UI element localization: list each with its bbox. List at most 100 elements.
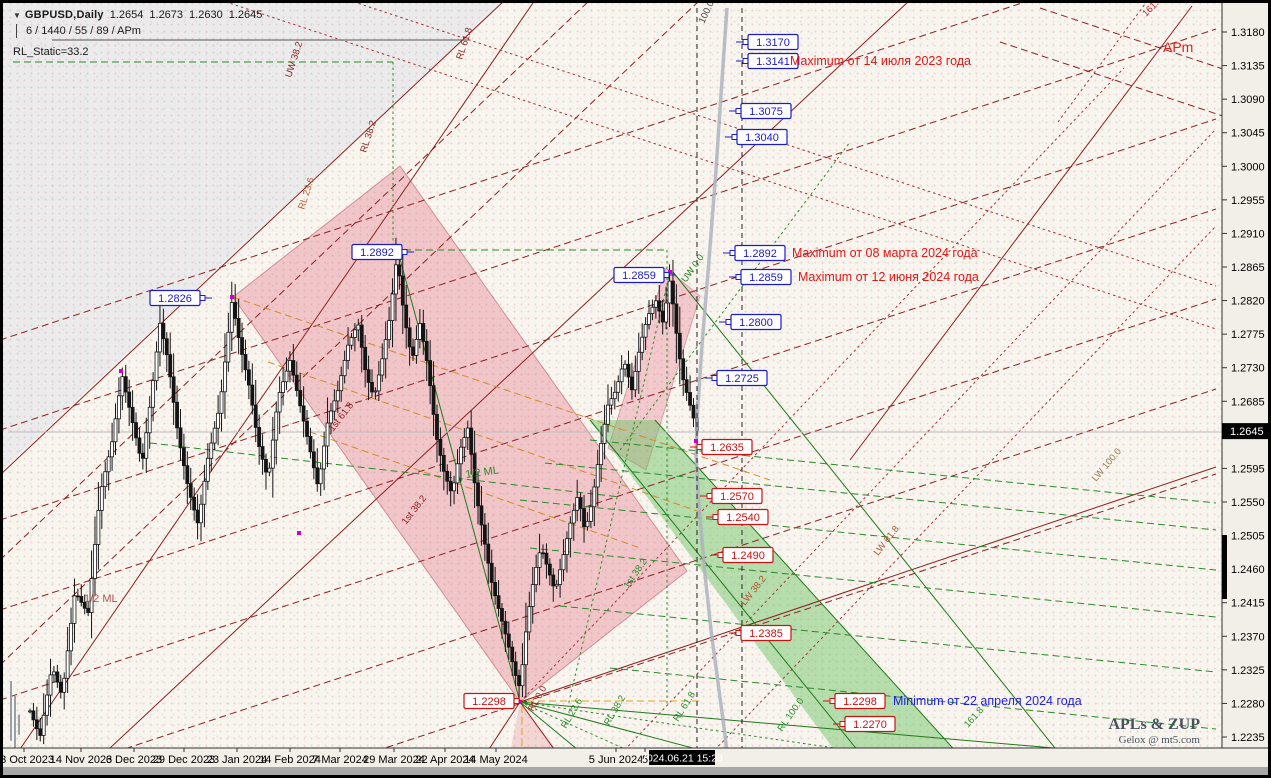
price-label-boxes[interactable]: 1.3170 1.3141 1.3075 1.3040 1.2892 1.2859 1.28…	[149, 33, 896, 733]
candle-body	[48, 674, 53, 696]
price-label-1.2892[interactable]: 1.2892	[723, 244, 786, 262]
candle-body	[147, 406, 152, 434]
candle-body	[332, 400, 337, 412]
price-tick: 1.3000	[1231, 161, 1265, 173]
trend-line	[0, 0, 701, 666]
candle-body	[612, 391, 617, 400]
price-label-1.2385[interactable]: 1.2385	[729, 624, 792, 642]
candle-body	[233, 302, 238, 319]
candle-body	[45, 694, 49, 716]
candle-body	[144, 432, 149, 459]
candle-body	[103, 471, 108, 488]
price-label-1.2298[interactable]: 1.2298	[463, 692, 526, 710]
price-tick: 1.2280	[1231, 698, 1265, 710]
price-label-1.2859[interactable]: 1.2859	[729, 268, 792, 286]
candle-body	[435, 413, 439, 440]
price-label-1.2540[interactable]: 1.2540	[706, 508, 769, 526]
candle-body	[366, 369, 371, 383]
svg-text:1.3075: 1.3075	[749, 106, 783, 118]
collapse-triangle-icon[interactable]: ▼	[13, 11, 21, 20]
candle-body	[373, 390, 378, 393]
candle-body	[202, 480, 207, 505]
candle-body	[421, 323, 426, 342]
svg-text:1.2635: 1.2635	[710, 442, 744, 454]
annotation-text: APm	[1163, 39, 1193, 55]
chart-title-row: ▼ GBPUSD,Daily 1.2654 1.2673 1.2630 1.2645	[13, 8, 262, 23]
price-label-1.2298[interactable]: 1.2298	[823, 692, 886, 710]
price-label-1.2725[interactable]: 1.2725	[705, 369, 768, 387]
trend-line	[589, 419, 881, 778]
price-label-1.2859[interactable]: 1.2859	[613, 266, 676, 284]
candle-body	[305, 420, 309, 437]
candle-body	[117, 395, 121, 420]
candle-body	[356, 324, 361, 331]
candle-body	[137, 437, 142, 454]
window-bottom-bar	[3, 767, 1268, 775]
candle-body	[106, 456, 111, 473]
candle-body	[588, 506, 593, 522]
trend-line	[519, 499, 1217, 571]
trend-line	[309, 431, 641, 549]
candle-body	[664, 302, 669, 323]
price-label-1.3141[interactable]: 1.3141	[736, 52, 799, 70]
candle-body	[650, 306, 655, 314]
candle-body	[448, 480, 453, 492]
candle-body	[500, 608, 504, 622]
trend-line	[232, 296, 771, 481]
y-axis-strip[interactable]	[1222, 3, 1268, 748]
price-label-1.2490[interactable]: 1.2490	[711, 546, 774, 564]
candle-body	[684, 379, 689, 393]
price-label-1.2800[interactable]: 1.2800	[719, 313, 782, 331]
date-tick: 23 Jan 2024	[207, 754, 268, 766]
annotation-text: Maximum от 14 июля 2023 года	[790, 54, 971, 68]
candle-body	[551, 574, 556, 587]
candle-body	[465, 427, 470, 439]
candle-body	[428, 360, 433, 387]
candle-body	[407, 327, 412, 348]
price-label-1.3075[interactable]: 1.3075	[729, 102, 792, 120]
annotation-text: Maximum от 12 июня 2024 года	[798, 270, 979, 284]
candle-body	[127, 391, 132, 408]
price-label-1.3040[interactable]: 1.3040	[725, 128, 788, 146]
date-tick: 29 Mar 2024	[363, 754, 425, 766]
price-label-1.2826[interactable]: 1.2826	[149, 289, 212, 307]
date-tick: 5 Jun 2024	[589, 754, 643, 766]
candle-body	[530, 584, 535, 607]
candle-body	[229, 302, 234, 333]
price-label-1.2635[interactable]: 1.2635	[690, 438, 753, 456]
x-axis-strip[interactable]	[3, 748, 1268, 767]
candle-body	[503, 620, 508, 635]
price-label-1.2570[interactable]: 1.2570	[700, 487, 763, 505]
candle-body	[86, 607, 91, 613]
candle-body	[65, 650, 70, 679]
candle-body	[195, 509, 200, 524]
candle-body	[599, 442, 604, 466]
candle-body	[236, 318, 241, 339]
candle-body	[524, 631, 528, 666]
candles	[28, 237, 699, 745]
price-tick: 1.2685	[1231, 396, 1265, 408]
svg-text:1.2570: 1.2570	[720, 491, 754, 503]
candle-body	[322, 445, 327, 470]
candle-body	[626, 363, 631, 378]
candle-body	[547, 563, 552, 576]
candle-body	[578, 497, 583, 509]
candle-body	[691, 404, 696, 419]
candle-body	[527, 606, 532, 633]
candle-body	[342, 359, 347, 377]
price-label-1.2270[interactable]: 1.2270	[833, 715, 896, 733]
candle-body	[41, 714, 46, 736]
price-label-1.2892[interactable]: 1.2892	[351, 243, 414, 261]
candle-body	[630, 376, 634, 391]
price-label-1.3170[interactable]: 1.3170	[736, 33, 799, 51]
candle-body	[657, 300, 662, 312]
trend-line	[619, 141, 851, 451]
price-tick: 1.2955	[1231, 195, 1265, 207]
candle-body	[175, 401, 179, 429]
candle-body	[462, 437, 467, 448]
candle-body	[329, 410, 333, 424]
candle-body	[151, 380, 156, 408]
